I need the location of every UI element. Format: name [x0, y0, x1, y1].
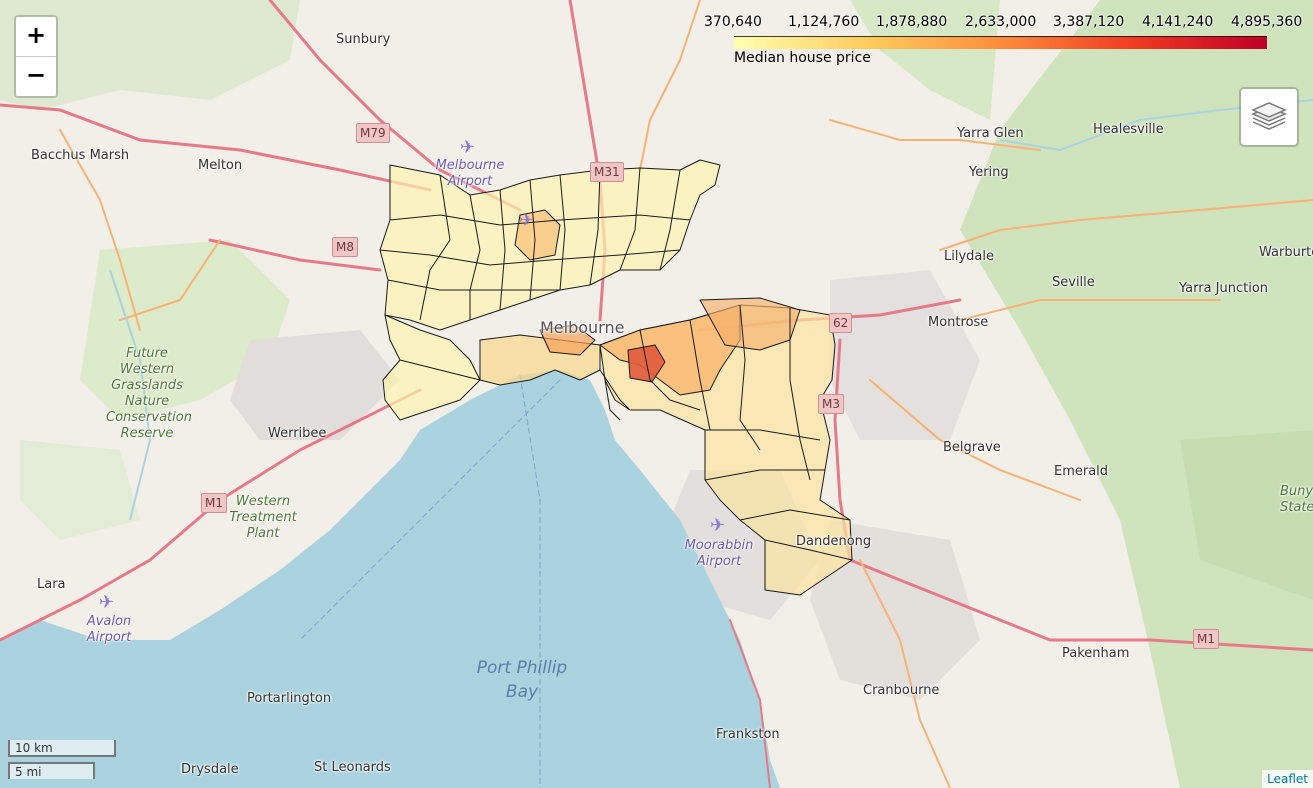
road-shield: M79	[356, 123, 390, 143]
place-label: Lilydale	[944, 249, 994, 264]
park-label: Future Western Grasslands Nature Conserv…	[106, 346, 192, 441]
airport-label: Moorabbin Airport	[684, 538, 754, 569]
zoom-in-button[interactable]: +	[25, 21, 47, 49]
place-label: Sunbury	[336, 32, 391, 47]
place-label: Yarra Junction	[1179, 281, 1269, 296]
place-label: Healesville	[1093, 122, 1164, 137]
place-label: Emerald	[1054, 464, 1109, 479]
place-label: Werribee	[268, 426, 327, 441]
airport-label: Melbourne Airport	[435, 158, 505, 189]
place-label: Seville	[1052, 275, 1095, 290]
place-label: St Leonards	[314, 760, 391, 775]
place-label: Pakenham	[1062, 646, 1130, 661]
color-legend: 370,640 1,124,760 1,878,880 2,633,000 3,…	[704, 14, 1303, 72]
place-label: Lara	[37, 577, 66, 592]
legend-tick-label: 1,878,880	[876, 14, 948, 30]
road-shield: M8	[332, 237, 358, 257]
attribution-link[interactable]: Leaflet	[1262, 770, 1313, 788]
place-label: Cranbourne	[863, 683, 940, 698]
zoom-control: + −	[14, 15, 58, 98]
place-label: Frankston	[716, 727, 780, 742]
road-shield: 62	[829, 313, 853, 333]
legend-tick-label: 3,387,120	[1053, 14, 1125, 30]
layers-icon	[1251, 102, 1287, 130]
scale-label-imperial: 5 mi	[8, 762, 95, 779]
place-label: Belgrave	[943, 440, 1001, 455]
airport-icon: ✈	[460, 137, 476, 158]
airport-icon: ✈	[519, 210, 535, 231]
road-shield: M1	[201, 493, 227, 513]
scale-bar-metric: 10 km	[8, 740, 116, 757]
place-label: Portarlington	[247, 691, 332, 706]
water-label: Port Phillip Bay	[476, 658, 568, 702]
legend-tick-label: 2,633,000	[965, 14, 1037, 30]
road-shield: M1	[1193, 629, 1219, 649]
legend-tick-label: 370,640	[704, 14, 762, 30]
legend-caption: Median house price	[734, 50, 871, 66]
airport-icon: ✈	[710, 515, 726, 536]
airport-icon: ✈	[99, 592, 115, 613]
legend-tick-label: 4,895,360	[1231, 14, 1303, 30]
place-label: Bacchus Marsh	[31, 148, 130, 163]
road-shield: M3	[818, 394, 844, 414]
place-label: Montrose	[928, 315, 989, 330]
scale-label-metric: 10 km	[8, 740, 116, 757]
scale-bar-imperial: 5 mi	[8, 762, 95, 779]
place-label: Warburton	[1259, 245, 1313, 260]
place-label: Melton	[198, 158, 243, 173]
layers-button[interactable]	[1239, 87, 1299, 147]
place-label: Yarra Glen	[957, 126, 1024, 141]
place-label: Yering	[969, 165, 1009, 180]
road-shield: M31	[590, 162, 624, 182]
place-label: Drysdale	[181, 762, 239, 777]
place-label: Dandenong	[796, 534, 872, 549]
legend-color-bar	[734, 36, 1267, 49]
airport-label: Avalon Airport	[86, 614, 132, 645]
legend-tick-label: 4,141,240	[1142, 14, 1214, 30]
zoom-out-button[interactable]: −	[16, 56, 56, 96]
legend-tick-label: 1,124,760	[788, 14, 860, 30]
place-label: Melbourne	[540, 318, 625, 337]
park-label: Bunyip State	[1280, 484, 1313, 515]
park-label: Western Treatment Plant	[229, 494, 297, 541]
